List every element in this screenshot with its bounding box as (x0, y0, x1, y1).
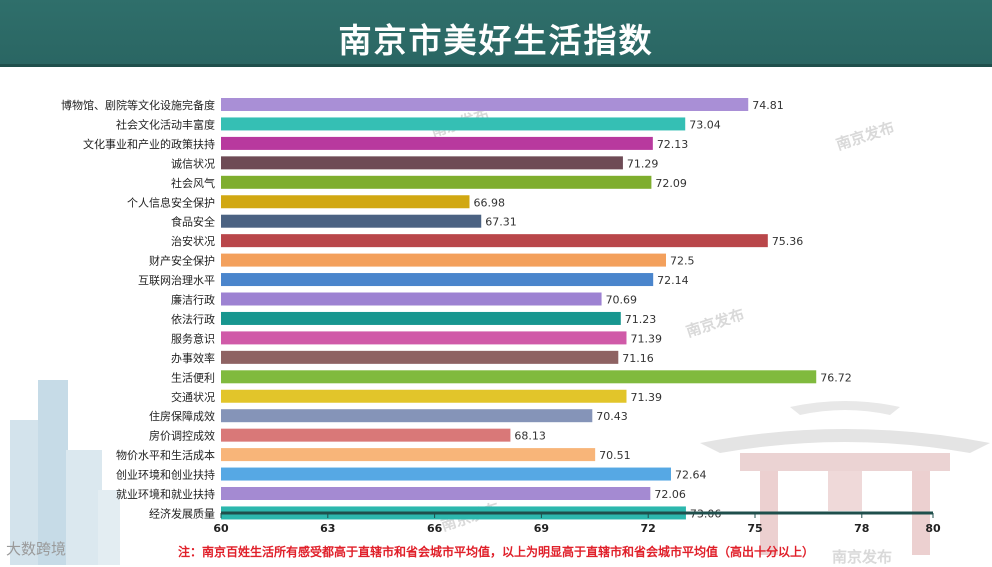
bar (221, 487, 651, 500)
bar (221, 428, 511, 442)
x-tick-label: 80 (925, 522, 941, 535)
bar (221, 156, 623, 170)
x-tick-label: 78 (854, 522, 869, 535)
bar (221, 98, 749, 111)
x-tick-label: 63 (320, 522, 335, 535)
value-label: 76.72 (820, 371, 852, 384)
value-label: 75.36 (772, 235, 804, 248)
category-label: 治安状况 (171, 234, 215, 248)
category-label: 创业环境和创业扶持 (116, 468, 215, 482)
value-label: 68.13 (514, 430, 546, 443)
category-label: 住房保障成效 (149, 409, 215, 423)
category-label: 博物馆、剧院等文化设施完备度 (61, 98, 215, 112)
value-label: 72.13 (657, 138, 689, 151)
bar (221, 253, 666, 267)
bar (221, 467, 671, 481)
category-label: 就业环境和就业扶持 (116, 487, 215, 501)
chart-title: 南京市美好生活指数 (338, 21, 654, 60)
bar (221, 389, 627, 403)
category-label: 个人信息安全保护 (127, 195, 215, 209)
bar (221, 195, 470, 209)
category-label: 财产安全保护 (149, 254, 215, 268)
value-label: 72.14 (657, 274, 689, 287)
value-label: 74.81 (752, 99, 784, 112)
category-label: 互联网治理水平 (138, 273, 215, 287)
bar (221, 409, 593, 423)
source-logo: 大数跨境 (6, 540, 67, 558)
value-label: 70.69 (606, 294, 638, 307)
category-label: 物价水平和生活成本 (116, 448, 215, 462)
x-tick-label: 60 (213, 522, 229, 535)
bar (221, 234, 768, 248)
category-label: 生活便利 (171, 370, 215, 384)
category-label: 办事效率 (171, 351, 215, 365)
category-label: 社会风气 (171, 176, 215, 190)
bar (221, 175, 652, 189)
value-label: 73.04 (689, 118, 721, 131)
bar (221, 448, 596, 462)
value-label: 70.51 (599, 449, 631, 462)
value-label: 72.09 (655, 177, 687, 190)
x-tick-label: 72 (641, 522, 656, 535)
bar (221, 311, 621, 325)
value-label: 70.43 (596, 410, 628, 423)
value-label: 72.06 (654, 488, 686, 501)
category-label: 依法行政 (171, 312, 215, 326)
category-label: 服务意识 (171, 331, 215, 345)
value-label: 72.5 (670, 255, 695, 268)
value-label: 71.39 (630, 391, 662, 404)
footnote: 注：南京百姓生活所有感受都高于直辖市和省会城市平均值，以上为明显高于直辖市和省会… (177, 545, 814, 559)
value-label: 72.64 (675, 469, 707, 482)
category-label: 诚信状况 (171, 156, 215, 170)
bar (221, 370, 817, 384)
category-label: 廉洁行政 (171, 293, 215, 307)
value-label: 71.16 (622, 352, 654, 365)
value-label: 71.29 (627, 157, 659, 170)
title-banner: 南京市美好生活指数 (0, 0, 992, 67)
city-buildings-illustration (10, 380, 120, 565)
bar (221, 331, 627, 345)
bar (221, 136, 653, 150)
category-label: 食品安全 (171, 215, 215, 229)
category-label: 交通状况 (171, 390, 215, 404)
value-label: 71.39 (630, 332, 662, 345)
bar (221, 292, 602, 306)
x-tick-label: 66 (427, 522, 443, 535)
value-label: 67.31 (485, 216, 516, 229)
bar (221, 117, 686, 131)
x-tick-label: 75 (747, 522, 762, 535)
bar (221, 214, 482, 228)
category-label: 房价调控成效 (149, 429, 215, 443)
x-tick-label: 69 (534, 522, 549, 535)
category-label: 文化事业和产业的政策扶持 (83, 137, 215, 151)
bar (221, 273, 654, 287)
bar (221, 350, 619, 364)
category-label: 社会文化活动丰富度 (116, 117, 215, 131)
value-label: 71.23 (625, 313, 657, 326)
watermark-text: 南京发布 (832, 548, 893, 566)
value-label: 66.98 (473, 196, 505, 209)
category-label: 经济发展质量 (149, 506, 215, 520)
